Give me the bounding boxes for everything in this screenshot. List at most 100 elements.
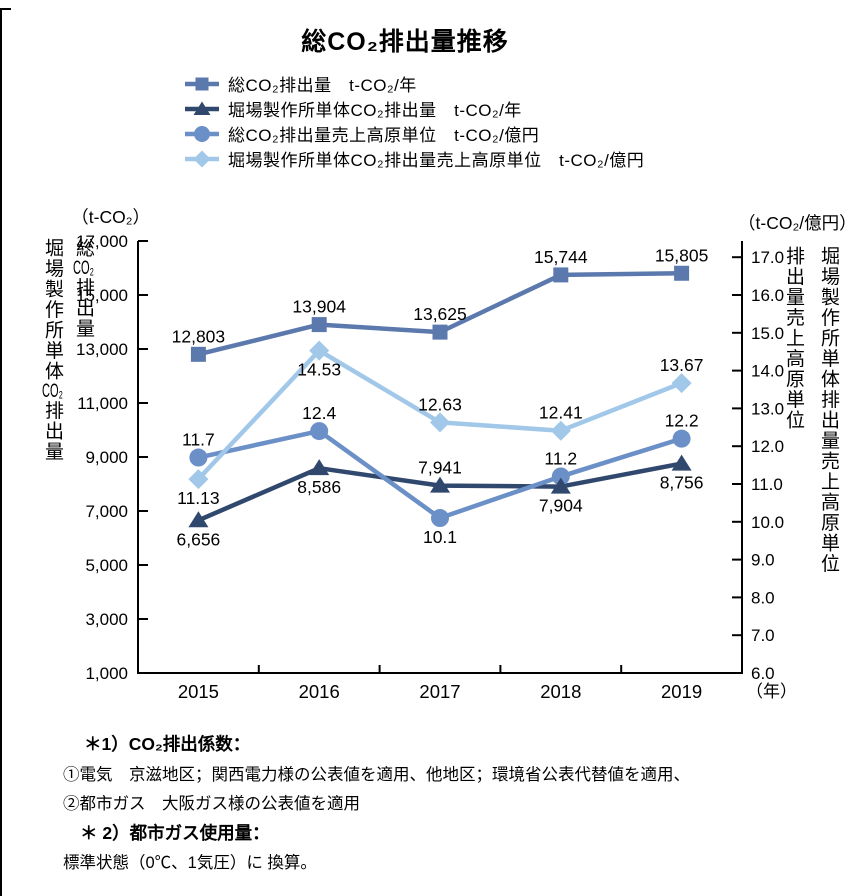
- legend-item: 総CO₂排出量 t-CO₂/年: [183, 71, 644, 96]
- axis-title-right-outer: 堀場製作所単体排出量売上高原単位: [818, 246, 839, 574]
- legend-glyph: [194, 125, 210, 142]
- x-axis-label: 2019: [661, 681, 702, 702]
- data-point-label: 8,756: [660, 473, 704, 493]
- data-point-marker-circle: [551, 467, 570, 486]
- data-point-marker-triangle: [671, 454, 692, 471]
- legend-item: 総CO₂排出量売上高原単位 t-CO₂/億円: [183, 121, 644, 146]
- x-axis-label: 2016: [299, 681, 340, 702]
- footnote-2-line-1: 標準状態（0℃、1気圧）に 換算。: [63, 854, 317, 872]
- right-axis-tick-label: 6.0: [751, 664, 775, 683]
- data-point-marker-triangle: [309, 459, 330, 476]
- data-point-label: 12.4: [302, 403, 336, 423]
- footnote-1-heading: ＊1）CO₂排出係数：: [84, 734, 251, 754]
- legend-glyph: [193, 101, 211, 115]
- data-point-marker-triangle: [188, 511, 209, 528]
- data-point-marker-circle: [672, 429, 691, 448]
- legend-label: 総CO₂排出量 t-CO₂/年: [228, 76, 417, 95]
- right-axis-tick-label: 13.0: [751, 399, 784, 418]
- data-point-label: 13,625: [413, 304, 467, 324]
- axis-title-left-outer: 堀場製作所単体CO₂排出量: [42, 238, 63, 462]
- legend-marker-circle-icon: [185, 125, 219, 142]
- legend-item: 堀場製作所単体CO₂排出量 t-CO₂/年: [183, 96, 644, 121]
- data-point-marker-diamond: [550, 420, 571, 441]
- chart-legend: 総CO₂排出量 t-CO₂/年堀場製作所単体CO₂排出量 t-CO₂/年 総CO₂…: [183, 71, 644, 171]
- x-axis-label: 2017: [419, 681, 460, 702]
- left-axis-tick-label: 17,000: [76, 232, 128, 251]
- left-axis-unit-header: （t-CO₂）: [71, 207, 150, 227]
- data-point-label: 12.41: [539, 403, 583, 423]
- legend-item: 堀場製作所単体CO₂排出量売上高原単位 t-CO₂/億円: [183, 146, 644, 171]
- data-point-marker-diamond: [188, 469, 209, 490]
- data-point-label: 13,904: [292, 297, 346, 317]
- legend-marker-triangle-icon: [185, 101, 219, 115]
- left-axis-tick-label: 9,000: [85, 448, 128, 467]
- data-point-marker-circle: [189, 448, 208, 467]
- data-point-label: 15,805: [655, 245, 709, 265]
- footnote-2-heading: ＊ 2）都市ガス使用量：: [80, 823, 270, 843]
- footnote-1-line-2: ②都市ガス 大阪ガス様の公表値を適用: [63, 795, 360, 813]
- axis-title-right-inner: 排出量売上高原単位: [783, 246, 804, 431]
- chart-title: 総CO₂排出量推移: [301, 28, 509, 56]
- right-axis-tick-label: 11.0: [751, 475, 783, 494]
- right-axis-tick-label: 16.0: [751, 286, 784, 305]
- page-border-corner: [0, 8, 11, 10]
- data-point-label: 12.2: [665, 411, 699, 431]
- x-axis-unit-label: （年）: [746, 682, 797, 701]
- data-point-marker-square: [311, 317, 327, 333]
- left-axis-tick-label: 1,000: [85, 664, 128, 683]
- axis-title-left-inner: 総CO₂排出量: [73, 238, 94, 339]
- data-point-marker-square: [432, 324, 448, 340]
- data-point-marker-triangle: [430, 476, 450, 493]
- data-point-marker-square: [674, 265, 690, 281]
- left-axis-tick-label: 3,000: [85, 610, 128, 629]
- legend-label: 堀場製作所単体CO₂排出量 t-CO₂/年: [228, 101, 522, 120]
- right-axis-unit-header: （t-CO₂/億円）: [738, 213, 857, 233]
- left-axis-tick-label: 13,000: [76, 340, 128, 359]
- left-axis-tick-label: 11,000: [77, 394, 128, 413]
- right-axis-tick-label: 12.0: [751, 437, 784, 456]
- data-point-marker-square: [190, 346, 206, 362]
- data-point-label: 7,941: [418, 458, 462, 478]
- data-point-marker-circle: [310, 422, 329, 441]
- data-point-label: 11.7: [182, 430, 215, 450]
- chart-plot: 17,000 15,000 13,000 11,000 9,000 7,000 5,000 3…: [76, 232, 797, 702]
- data-point-label: 11.13: [177, 488, 220, 508]
- data-point-marker-diamond: [430, 412, 450, 433]
- data-point-label: 6,656: [177, 529, 221, 549]
- right-axis-tick-label: 8.0: [751, 588, 775, 607]
- data-point-label: 10.1: [423, 527, 457, 547]
- right-axis-tick-label: 10.0: [751, 513, 784, 532]
- right-axis-tick-label: 14.0: [751, 362, 784, 381]
- data-point-label: 15,744: [534, 247, 588, 267]
- legend-marker-square-icon: [185, 77, 219, 90]
- data-point-label: 12,803: [172, 326, 226, 346]
- data-point-marker-diamond: [671, 373, 692, 394]
- data-point-marker-square: [553, 267, 569, 283]
- x-axis-label: 2015: [178, 681, 219, 702]
- legend-marker-diamond-icon: [185, 150, 219, 167]
- page-left-border: [0, 8, 2, 896]
- right-axis-tick-label: 15.0: [751, 324, 784, 343]
- data-point-label: 13.67: [660, 355, 704, 375]
- data-point-label: 11.2: [544, 448, 577, 468]
- data-point-label: 14.53: [297, 360, 341, 380]
- right-axis-tick-label: 7.0: [751, 626, 775, 645]
- data-point-label: 12.63: [418, 394, 462, 414]
- data-point-label: 7,904: [539, 496, 583, 516]
- x-axis-label: 2018: [540, 681, 581, 702]
- data-point-marker-diamond: [309, 340, 330, 361]
- left-axis-tick-label: 5,000: [85, 556, 128, 575]
- footnote-1-line-1: ①電気 京滋地区；関西電力様の公表値を適用、他地区；環境省公表代替値を適用、: [63, 766, 690, 784]
- left-axis-tick-label: 7,000: [85, 502, 128, 521]
- legend-label: 堀場製作所単体CO₂排出量売上高原単位 t-CO₂/億円: [228, 151, 645, 170]
- legend-glyph: [193, 150, 211, 167]
- data-point-marker-circle: [431, 509, 449, 528]
- right-axis-tick-label: 17.0: [751, 248, 784, 267]
- legend-glyph: [195, 77, 209, 90]
- legend-label: 総CO₂排出量売上高原単位 t-CO₂/億円: [228, 126, 540, 145]
- data-point-marker-triangle: [550, 477, 571, 494]
- left-axis-tick-label: 15,000: [76, 286, 128, 305]
- data-point-label: 8,586: [297, 477, 341, 497]
- right-axis-tick-label: 9.0: [751, 551, 775, 570]
